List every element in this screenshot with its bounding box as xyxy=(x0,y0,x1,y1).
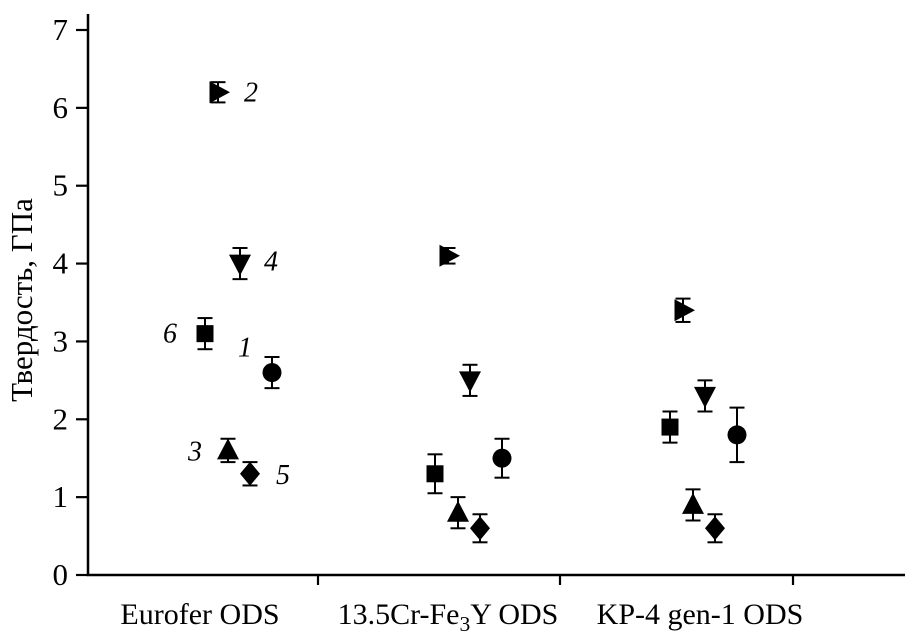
triangle-right-marker xyxy=(439,244,460,267)
data-point-triangle-down xyxy=(459,363,481,397)
y-tick-label: 5 xyxy=(53,168,69,203)
data-point-diamond xyxy=(240,461,260,487)
category-label: KP-4 gen-1 ODS xyxy=(597,598,804,631)
triangle-up-marker xyxy=(447,500,469,522)
series-label-4: 4 xyxy=(264,247,278,278)
data-point-triangle-down xyxy=(694,379,716,413)
y-tick-label: 4 xyxy=(53,246,69,281)
circle-marker xyxy=(262,363,282,383)
data-point-circle xyxy=(727,406,747,464)
triangle-right-marker xyxy=(209,81,230,104)
triangle-up-marker xyxy=(217,438,239,460)
series-label-1: 1 xyxy=(238,333,252,364)
y-tick-label: 6 xyxy=(53,90,69,125)
series-label-6: 6 xyxy=(163,319,177,350)
square-marker xyxy=(196,325,214,343)
y-tick-label: 1 xyxy=(53,479,69,514)
category-label: Eurofer ODS xyxy=(120,598,279,631)
y-tick-label: 2 xyxy=(53,401,69,436)
data-point-diamond xyxy=(470,513,490,544)
data-point-square xyxy=(661,410,679,444)
diamond-marker xyxy=(470,516,490,541)
y-tick-label: 0 xyxy=(53,557,69,592)
data-point-circle xyxy=(262,356,282,390)
y-tick-label: 7 xyxy=(53,12,69,47)
triangle-down-marker xyxy=(694,386,716,408)
data-point-triangle-up xyxy=(682,488,704,522)
data-point-square xyxy=(426,453,444,495)
diamond-marker xyxy=(705,516,725,541)
category-label: 13.5Cr-Fe3Y ODS xyxy=(338,598,559,636)
y-axis-title: Твердость, ГПа xyxy=(4,198,39,402)
data-point-square xyxy=(196,317,214,351)
data-point-triangle-right xyxy=(439,244,460,267)
square-marker xyxy=(426,465,444,483)
data-point-circle xyxy=(492,437,512,479)
series-label-5: 5 xyxy=(276,460,290,491)
triangle-up-marker xyxy=(682,492,704,514)
triangle-right-marker xyxy=(674,299,695,322)
circle-marker xyxy=(727,425,747,445)
y-tick-label: 3 xyxy=(53,323,69,358)
square-marker xyxy=(661,418,679,436)
data-point-diamond xyxy=(705,513,725,544)
data-point-triangle-up xyxy=(447,496,469,530)
series-label-2: 2 xyxy=(244,77,258,108)
triangle-down-marker xyxy=(229,254,251,276)
data-point-triangle-right xyxy=(674,297,695,323)
diamond-marker xyxy=(240,461,260,486)
data-point-triangle-down xyxy=(229,247,251,281)
triangle-down-marker xyxy=(459,371,481,393)
circle-marker xyxy=(492,448,512,468)
series-label-3: 3 xyxy=(187,436,202,467)
data-point-triangle-up xyxy=(217,437,239,464)
data-point-triangle-right xyxy=(209,81,230,104)
